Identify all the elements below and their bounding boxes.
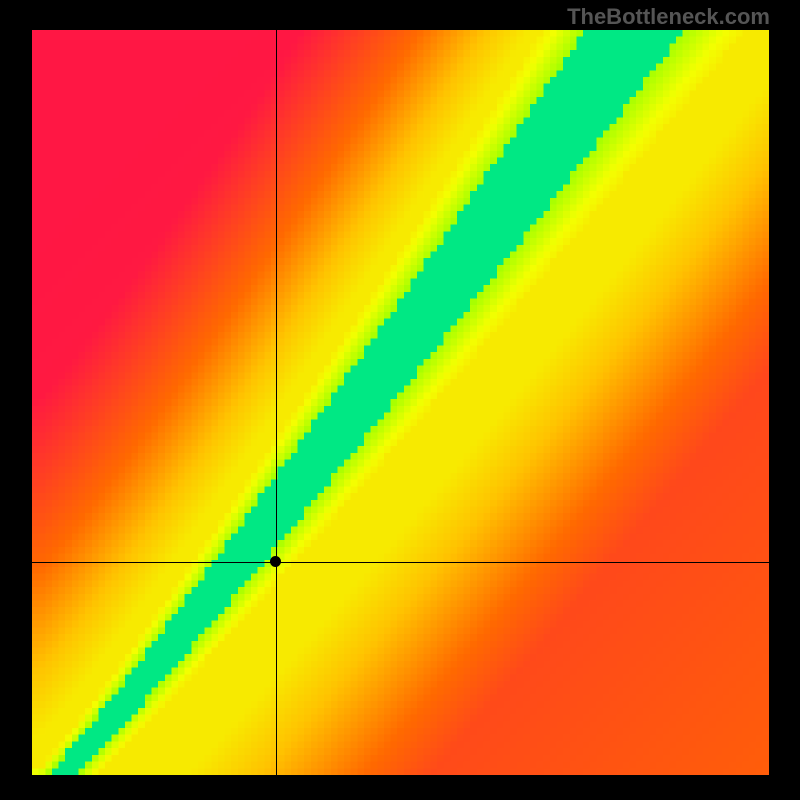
crosshair-horizontal bbox=[32, 562, 769, 563]
watermark-text: TheBottleneck.com bbox=[567, 4, 770, 30]
crosshair-vertical bbox=[276, 30, 277, 775]
chart-container: TheBottleneck.com bbox=[0, 0, 800, 800]
bottleneck-heatmap bbox=[32, 30, 769, 775]
